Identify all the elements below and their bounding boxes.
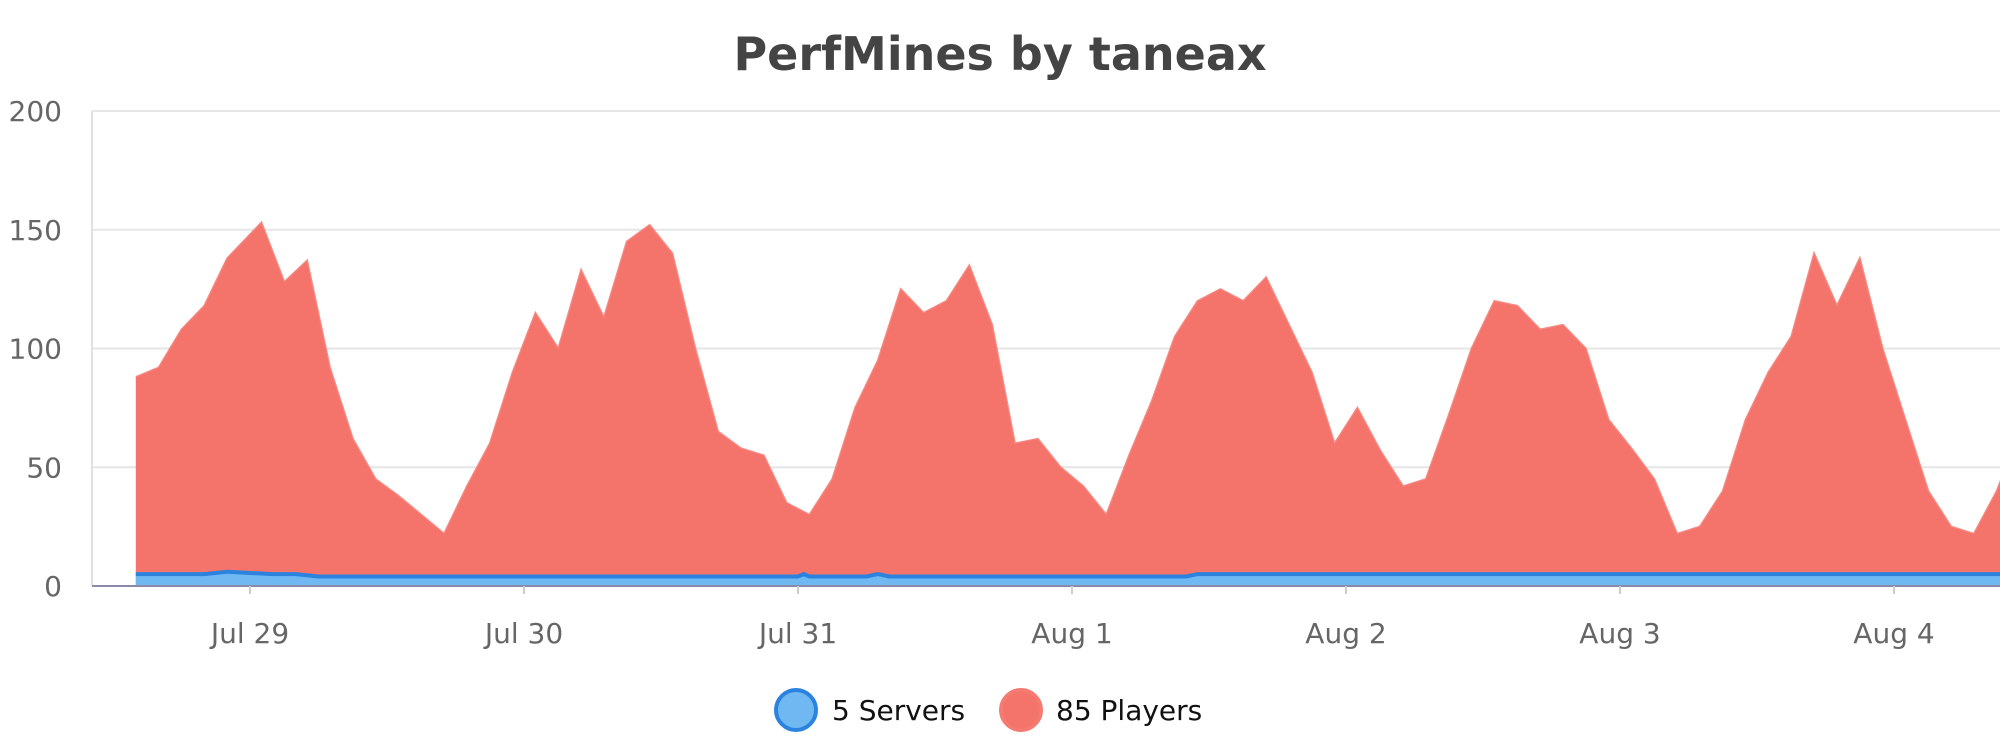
plot-area: [92, 220, 2000, 587]
y-tick-label: 150: [9, 214, 62, 247]
legend-item-servers[interactable]: 5 Servers: [774, 688, 965, 732]
legend-item-players[interactable]: 85 Players: [999, 688, 1202, 732]
series-line-servers: [135, 569, 2000, 579]
series-line-players: [135, 220, 2000, 536]
y-tick-label: 0: [44, 570, 62, 603]
x-tick-label: Aug 4: [1853, 617, 1934, 650]
series-area-players: [135, 222, 2000, 586]
x-tick-label: Aug 3: [1579, 617, 1660, 650]
legend-marker-players: [999, 688, 1043, 732]
y-tick-label: 100: [9, 333, 62, 366]
y-tick-label: 200: [9, 95, 62, 128]
y-axis: 0 50 100 150 200: [9, 95, 93, 603]
x-axis: Jul 29 Jul 30 Jul 31 Aug 1 Aug 2 Aug 3 Aug 4: [209, 586, 1935, 650]
grid: [92, 110, 2000, 469]
x-tick-label: Aug 1: [1031, 617, 1112, 650]
legend-label-servers: 5 Servers: [832, 694, 965, 727]
legend-marker-servers: [774, 688, 818, 732]
x-tick-label: Jul 29: [209, 617, 289, 650]
x-tick-label: Jul 30: [483, 617, 563, 650]
legend: 5 Servers 85 Players: [774, 688, 1202, 732]
x-tick-label: Jul 31: [757, 617, 837, 650]
y-tick-label: 50: [26, 451, 62, 484]
chart-title: PerfMines by taneax: [733, 27, 1266, 81]
x-tick-label: Aug 2: [1305, 617, 1386, 650]
legend-label-players: 85 Players: [1056, 694, 1202, 727]
